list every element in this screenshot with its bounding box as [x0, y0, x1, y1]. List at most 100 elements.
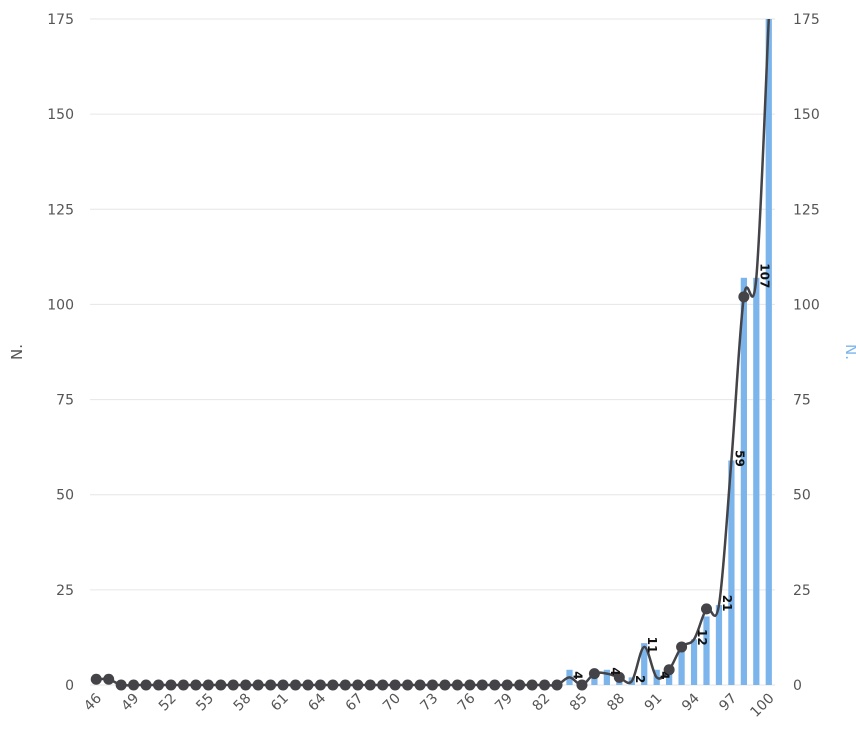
- data-label: 4: [608, 667, 622, 675]
- y-tick-label-right: 50: [793, 488, 811, 504]
- line-point: [302, 679, 314, 691]
- line-point: [240, 679, 252, 691]
- line-point: [140, 679, 152, 691]
- bar: [641, 643, 648, 685]
- x-tick-label: 85: [567, 691, 591, 715]
- line-point: [314, 679, 326, 691]
- line-point: [663, 664, 675, 676]
- line-point: [215, 679, 227, 691]
- bar: [703, 616, 710, 685]
- y-tick-label-right: 175: [793, 12, 820, 28]
- y-tick-label-right: 125: [793, 202, 820, 218]
- x-tick-label: 82: [529, 691, 553, 715]
- line-series: [90, 18, 771, 691]
- line-point: [613, 671, 625, 683]
- y-tick-label-left: 0: [65, 678, 74, 694]
- line-point: [202, 679, 214, 691]
- y-axis-right: 0 25 50 75 100 125 150 175: [793, 12, 820, 694]
- x-tick-label: 52: [156, 691, 180, 715]
- y-tick-label-right: 75: [793, 393, 811, 409]
- line-point: [115, 679, 127, 691]
- x-tick-label: 100: [747, 691, 777, 721]
- line-point: [128, 679, 140, 691]
- x-tick-label: 79: [492, 691, 516, 715]
- bar: [753, 277, 760, 685]
- x-tick-label: 76: [455, 690, 479, 714]
- line-point: [676, 641, 688, 653]
- data-label: 4: [571, 671, 585, 679]
- y-tick-label-left: 25: [56, 583, 74, 599]
- x-tick-label: 94: [679, 690, 703, 714]
- line-point: [165, 679, 177, 691]
- x-tick-label: 88: [604, 691, 628, 715]
- line-point: [526, 679, 538, 691]
- x-tick-label: 91: [642, 691, 666, 715]
- line-point: [476, 679, 488, 691]
- data-label: 12: [695, 629, 709, 646]
- line-point: [177, 679, 189, 691]
- bar-series: [566, 19, 772, 685]
- line-point: [427, 679, 438, 691]
- data-label: 4: [658, 671, 672, 679]
- x-tick-label: 97: [716, 691, 740, 715]
- bar: [728, 460, 735, 685]
- line-point: [551, 679, 563, 691]
- line-point: [501, 679, 513, 691]
- y-tick-label-left: 75: [56, 393, 74, 409]
- bar: [666, 669, 673, 685]
- x-axis: 46 49 52 55 58 61 64 67 70 73 76 79 82 85 88 91 94 97 100: [81, 690, 777, 720]
- x-tick-label: 61: [268, 691, 292, 715]
- y-axis-left: 0 25 50 75 100 125 150 175: [47, 12, 74, 694]
- bar: [715, 605, 723, 685]
- line-point: [451, 679, 463, 691]
- line-point: [576, 679, 588, 691]
- line-point: [364, 679, 376, 691]
- line-point: [265, 679, 277, 691]
- line-point: [389, 679, 401, 691]
- x-tick-label: 73: [417, 691, 441, 715]
- bar: [690, 639, 698, 685]
- line-point: [90, 673, 102, 685]
- line-point: [327, 679, 339, 691]
- line-point: [227, 679, 239, 691]
- line-point: [153, 679, 164, 691]
- bar: [678, 646, 685, 685]
- line-point: [539, 679, 551, 691]
- y-tick-label-right: 25: [793, 583, 811, 599]
- x-tick-label: 46: [81, 690, 105, 714]
- y-tick-label-right: 0: [793, 678, 802, 694]
- x-tick-label: 55: [193, 691, 217, 715]
- data-label: 2: [633, 675, 647, 683]
- line-point: [252, 679, 264, 691]
- line-point: [414, 679, 426, 691]
- line-point: [489, 679, 501, 691]
- x-tick-label: 67: [343, 691, 367, 715]
- line-point: [701, 603, 712, 615]
- line-point: [277, 679, 289, 691]
- data-label: 59: [732, 450, 746, 467]
- y-axis-title-right: N.: [842, 344, 856, 360]
- line-point: [439, 679, 451, 691]
- data-label: 107: [757, 263, 771, 288]
- y-tick-label-left: 150: [47, 107, 74, 123]
- x-tick-label: 49: [118, 691, 142, 715]
- x-tick-label: 64: [305, 690, 329, 714]
- line-point: [352, 679, 364, 691]
- x-tick-label: 58: [231, 691, 255, 715]
- y-tick-label-left: 50: [56, 488, 74, 504]
- line-point: [464, 679, 476, 691]
- y-tick-label-left: 175: [47, 12, 74, 28]
- series-line: [96, 18, 771, 687]
- y-tick-label-left: 100: [47, 297, 74, 313]
- y-tick-label-right: 100: [793, 297, 820, 313]
- y-axis-title-left: N.: [8, 344, 26, 360]
- y-tick-label-right: 150: [793, 107, 820, 123]
- data-label: 21: [720, 595, 734, 612]
- x-tick-label: 70: [380, 691, 404, 715]
- line-point: [588, 668, 600, 680]
- data-labels: 4 4 2 11 4 12 21 59 107: [571, 263, 772, 683]
- data-label: 11: [645, 637, 659, 654]
- line-point: [514, 679, 526, 691]
- line-point: [103, 673, 115, 685]
